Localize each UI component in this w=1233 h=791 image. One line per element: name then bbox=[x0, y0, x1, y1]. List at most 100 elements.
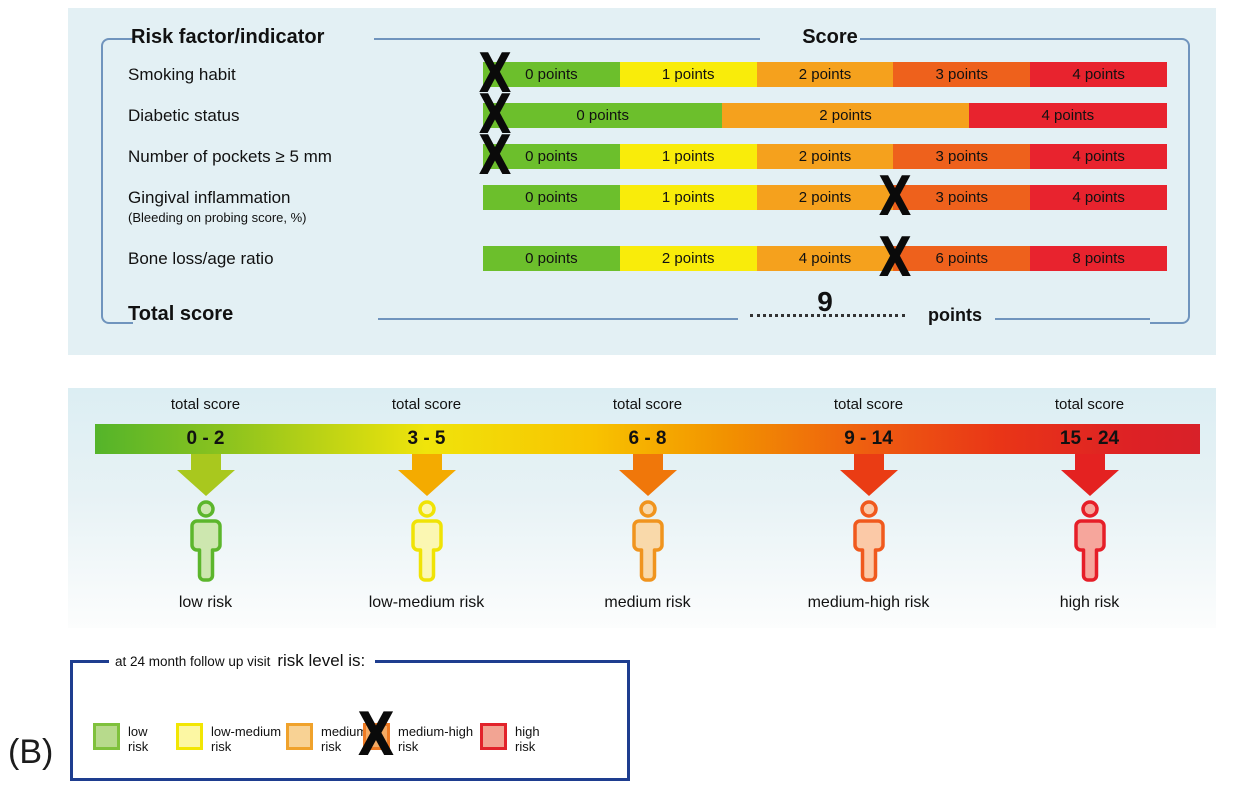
down-arrow-icon bbox=[839, 454, 898, 496]
legend-title: at 24 month follow up visit risk level is… bbox=[109, 651, 376, 671]
score-segment: 6 points bbox=[893, 246, 1031, 271]
score-segment: 4 points bbox=[968, 103, 1167, 128]
header-rule-left bbox=[374, 38, 760, 40]
risk-factor-header: Risk factor/indicator bbox=[131, 26, 325, 48]
figure-panel-label: (B) bbox=[8, 733, 54, 771]
total-score-label: Total score bbox=[128, 303, 234, 325]
legend-item: medium risk bbox=[286, 723, 367, 755]
score-segment: 0 points bbox=[483, 103, 723, 128]
legend-item-line1: high bbox=[515, 724, 540, 739]
score-header: Score bbox=[802, 26, 858, 48]
score-segment: 3 points bbox=[893, 62, 1031, 87]
score-row: Smoking habit 0 points 1 points 2 points 3 p… bbox=[68, 46, 1216, 100]
total-rule-right bbox=[995, 318, 1150, 320]
selected-x-mark: X bbox=[478, 123, 512, 187]
legend-item-line1: low-medium bbox=[211, 724, 282, 739]
score-segment: 4 points bbox=[1030, 144, 1167, 169]
legend-swatch bbox=[93, 723, 120, 750]
score-segment: 2 points bbox=[756, 62, 894, 87]
band-risk-label: medium-high risk bbox=[807, 594, 930, 611]
score-segment: 0 points bbox=[483, 246, 620, 271]
person-icon bbox=[1062, 500, 1118, 584]
total-score-dotted-line bbox=[750, 314, 905, 317]
score-segment: 0 points bbox=[483, 185, 620, 210]
person-icon bbox=[841, 500, 897, 584]
selected-x-mark: X bbox=[478, 41, 512, 105]
total-rule-left bbox=[378, 318, 738, 320]
score-segment: 2 points bbox=[619, 246, 757, 271]
band-total-score-label: total score bbox=[612, 396, 683, 413]
down-arrow-icon bbox=[1060, 454, 1119, 496]
legend-item: low risk bbox=[93, 723, 148, 755]
band-range-value: 0 - 2 bbox=[186, 428, 225, 449]
left-bracket-line bbox=[101, 38, 133, 324]
risk-factor-label: Bone loss/age ratio bbox=[128, 249, 274, 268]
risk-scale-panel: total score 0 - 2 low risk total score 3 - 5… bbox=[68, 388, 1216, 628]
risk-factor-label: Gingival inflammation bbox=[128, 188, 291, 207]
legend-swatch-wrap: X bbox=[357, 705, 394, 765]
legend-item-line1: medium-high bbox=[398, 724, 474, 739]
selected-x-mark: X bbox=[878, 225, 913, 289]
risk-band: total score 6 - 8 medium risk bbox=[537, 388, 758, 628]
legend-swatch-wrap bbox=[480, 723, 507, 750]
legend-title-small: at 24 month follow up visit bbox=[115, 654, 271, 669]
legend-swatch bbox=[286, 723, 313, 750]
legend-swatch-wrap bbox=[176, 723, 203, 750]
score-segment: 1 points bbox=[619, 185, 757, 210]
down-arrow-icon bbox=[176, 454, 235, 496]
total-score-value: 9 bbox=[817, 286, 833, 317]
header-rule-right bbox=[860, 38, 1150, 40]
legend-item-label: low-medium risk bbox=[211, 723, 281, 755]
legend-item-line2: risk bbox=[398, 739, 419, 755]
score-segment: 4 points bbox=[1030, 62, 1167, 87]
score-segment: 1 points bbox=[619, 62, 757, 87]
legend-swatch bbox=[176, 723, 203, 750]
band-total-score-label: total score bbox=[1054, 396, 1125, 413]
right-bracket-line bbox=[1150, 38, 1190, 324]
legend-item-line2: risk bbox=[128, 739, 149, 755]
legend-item-label: high risk bbox=[515, 723, 540, 755]
selected-x-mark: X bbox=[478, 82, 512, 146]
risk-factor-sublabel: (Bleeding on probing score, %) bbox=[128, 210, 307, 225]
person-icon bbox=[178, 500, 234, 584]
down-arrow-icon bbox=[397, 454, 456, 496]
risk-band: total score 15 - 24 high risk bbox=[979, 388, 1200, 628]
band-total-score-label: total score bbox=[833, 396, 904, 413]
score-segment: 2 points bbox=[722, 103, 969, 128]
legend-item-line2: risk bbox=[211, 739, 232, 755]
selected-x-mark: X bbox=[878, 164, 913, 228]
risk-factor-label: Diabetic status bbox=[128, 106, 240, 125]
risk-factor-label: Smoking habit bbox=[128, 65, 236, 84]
score-segment: 8 points bbox=[1030, 246, 1167, 271]
legend-item-line1: medium bbox=[321, 724, 368, 739]
score-bar: 0 points 2 points 4 points X bbox=[478, 87, 1167, 141]
score-segment: 3 points bbox=[893, 144, 1031, 169]
legend-x-mark: X bbox=[357, 700, 395, 770]
score-segment: 4 points bbox=[756, 246, 894, 271]
score-segment: 0 points bbox=[483, 144, 620, 169]
band-risk-label: high risk bbox=[1059, 594, 1120, 611]
score-segment: 2 points bbox=[756, 144, 894, 169]
legend-swatch-wrap bbox=[286, 723, 313, 750]
score-row: Gingival inflammation (Bleeding on probin… bbox=[68, 169, 1216, 225]
score-segment: 4 points bbox=[1030, 185, 1167, 210]
band-risk-label: low-medium risk bbox=[368, 594, 485, 611]
score-segment: 1 points bbox=[619, 144, 757, 169]
score-bar: 0 points 1 points 2 points 3 points 4 points… bbox=[483, 169, 1167, 223]
legend-title-large: risk level is: bbox=[277, 651, 366, 670]
legend-item: low-medium risk bbox=[176, 723, 281, 755]
legend-item-line2: risk bbox=[321, 739, 342, 755]
risk-band: total score 0 - 2 low risk bbox=[95, 388, 316, 628]
score-bar: 0 points 1 points 2 points 3 points 4 points… bbox=[478, 128, 1167, 182]
risk-legend-box: at 24 month follow up visit risk level is… bbox=[70, 651, 630, 781]
band-range-value: 9 - 14 bbox=[844, 428, 893, 449]
legend-item-line2: risk bbox=[515, 739, 536, 755]
score-row: Diabetic status 0 points 2 points 4 points X bbox=[68, 87, 1216, 141]
score-bar: 0 points 1 points 2 points 3 points 4 points… bbox=[478, 46, 1167, 100]
band-range-value: 15 - 24 bbox=[1059, 428, 1120, 449]
legend-item: high risk bbox=[480, 723, 540, 755]
person-icon bbox=[620, 500, 676, 584]
risk-factor-label: Number of pockets ≥ 5 mm bbox=[128, 147, 332, 166]
legend-item-label: medium-high risk bbox=[398, 723, 473, 755]
